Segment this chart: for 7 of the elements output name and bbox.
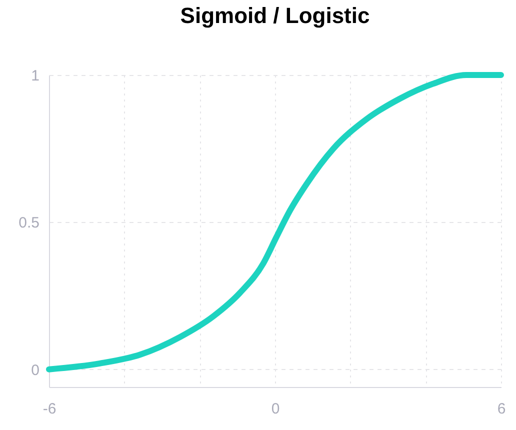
chart-title: Sigmoid / Logistic xyxy=(180,3,370,28)
x-tick-label: -6 xyxy=(42,400,56,418)
y-tick-label: 1 xyxy=(31,68,40,84)
y-tick-label: 0 xyxy=(31,362,40,379)
x-tick-label: 0 xyxy=(271,400,280,418)
y-tick-label: 0.5 xyxy=(18,214,40,232)
x-tick-label: 6 xyxy=(497,400,506,418)
